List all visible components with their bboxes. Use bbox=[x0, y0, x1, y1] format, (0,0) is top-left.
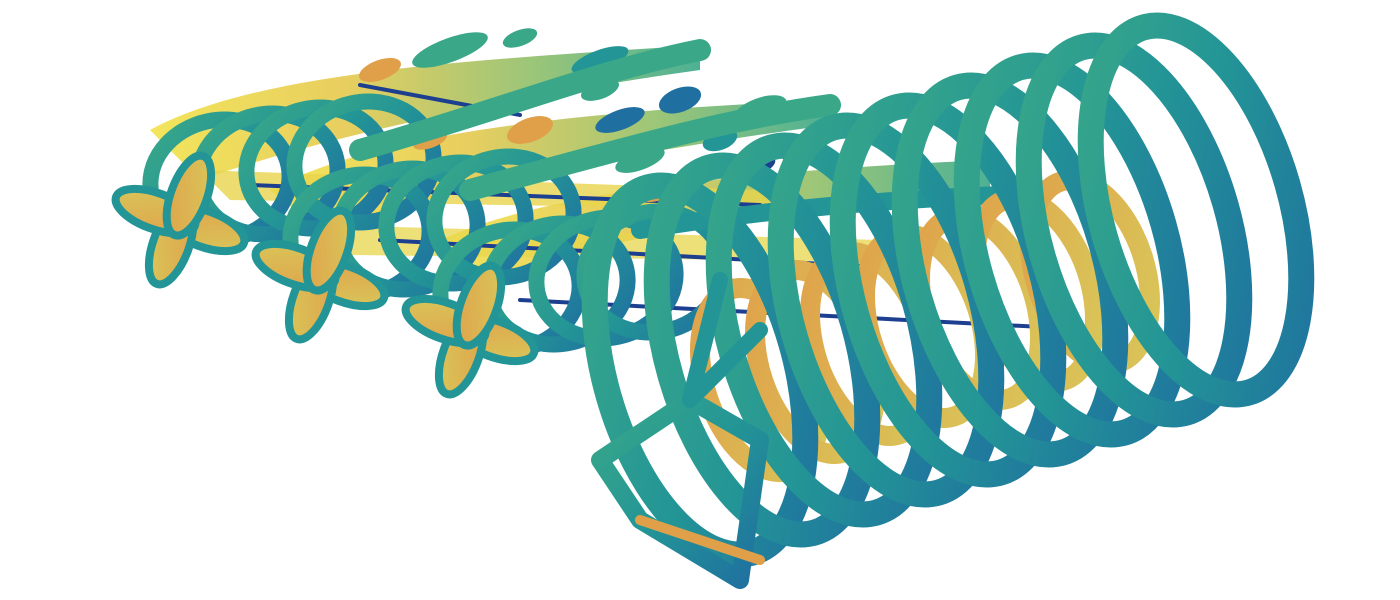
vortex-fragment bbox=[571, 46, 629, 74]
wake-tube bbox=[459, 94, 841, 201]
vortex-fragment bbox=[359, 57, 401, 83]
wake-tube bbox=[349, 39, 711, 161]
vortex-fragment bbox=[658, 86, 702, 114]
vortex-fragment bbox=[412, 32, 488, 68]
vortex-fragment bbox=[502, 28, 538, 48]
helix-ring bbox=[1077, 12, 1315, 408]
small-rotor-2 bbox=[251, 148, 582, 344]
blade-root-spoke bbox=[682, 272, 768, 408]
blade-root-vortex bbox=[162, 151, 216, 240]
large-rotor-helix bbox=[581, 12, 1315, 589]
vortex-fragment bbox=[595, 107, 645, 133]
small-rotor-3 bbox=[401, 203, 732, 399]
small-rotor-ring bbox=[528, 209, 684, 347]
blade-root-vortex bbox=[452, 261, 506, 350]
helix-ring bbox=[1015, 32, 1253, 428]
small-rotor-group bbox=[111, 93, 732, 399]
vortex-fragment bbox=[615, 147, 665, 173]
small-rotor-ring bbox=[426, 148, 582, 286]
blade-root-vortex bbox=[302, 206, 356, 295]
blade-root-edge bbox=[635, 515, 765, 565]
blade-root-frame bbox=[591, 391, 769, 589]
helix-ring bbox=[953, 52, 1191, 448]
vortex-fragment bbox=[507, 116, 553, 144]
